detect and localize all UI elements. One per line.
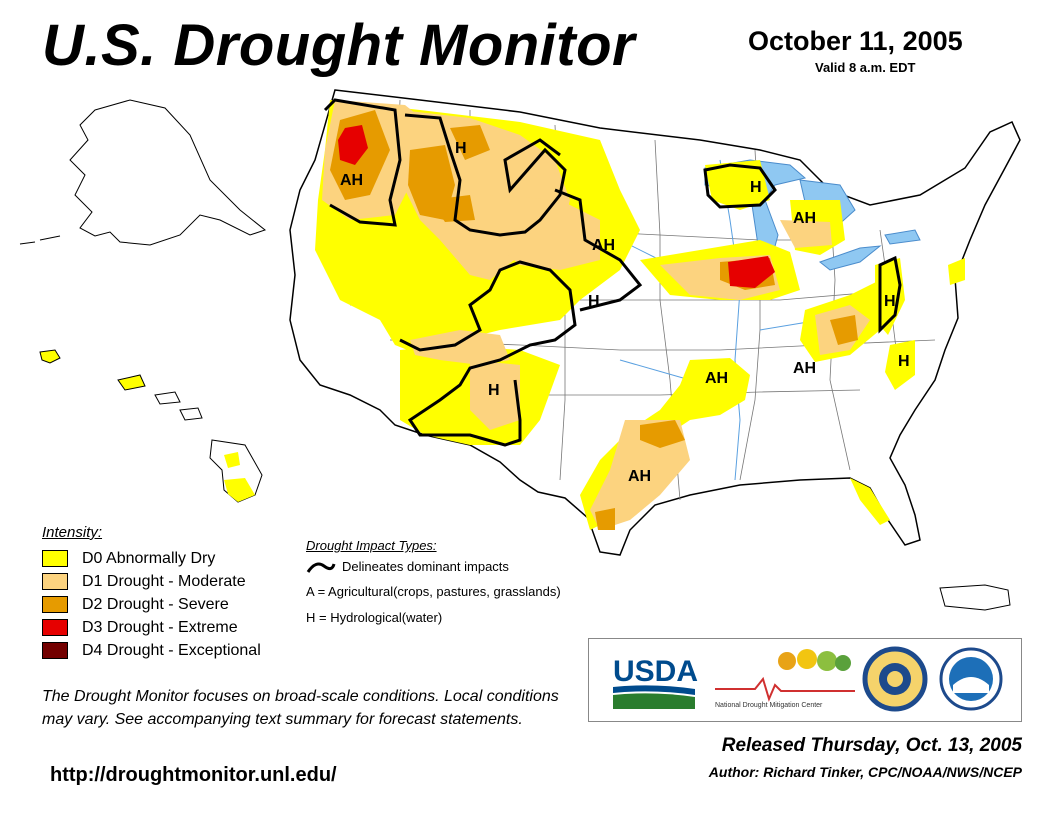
legend-label: D4 Drought - Exceptional: [82, 641, 261, 659]
hawaii-drought-2: [224, 452, 240, 468]
aleutians: [19, 235, 61, 245]
noaa-logo: [939, 647, 1003, 711]
hawaii-island-4: [179, 407, 203, 421]
impacts-title: Drought Impact Types:: [306, 538, 437, 553]
label-h-michigan: H: [750, 179, 762, 196]
ndmc-logo: National Drought Mitigation Center: [715, 649, 855, 709]
agency-logos: USDA National Drought Mitigation Center: [588, 638, 1022, 722]
label-ah-arkansas: AH: [705, 370, 728, 387]
release-date: Released Thursday, Oct. 13, 2005: [721, 735, 1022, 756]
alaska-outline: [69, 99, 267, 246]
label-ah-texas: AH: [628, 468, 651, 485]
lake-erie: [818, 245, 882, 271]
commerce-seal: [862, 646, 928, 712]
drought-map: AH H AH H H AH AH H AH AH H H: [19, 89, 1021, 611]
impact-delineates: Delineates dominant impacts: [342, 559, 509, 574]
swatch-d2: [42, 596, 68, 613]
d3-areas: [338, 125, 775, 288]
intensity-legend: Intensity: D0 Abnormally Dry D1 Drought …: [42, 524, 312, 662]
label-h-arizona: H: [488, 382, 500, 399]
label-h-pennsylvania: H: [884, 293, 896, 310]
label-h-nebraska: H: [588, 293, 600, 310]
legend-label: D2 Drought - Severe: [82, 595, 229, 613]
impact-hydrological: H = Hydrological(water): [306, 609, 443, 625]
legend-item-d0: D0 Abnormally Dry: [42, 547, 312, 570]
swatch-d4: [42, 642, 68, 659]
disclaimer-note: The Drought Monitor focuses on broad-sca…: [42, 688, 559, 729]
usda-wordmark: USDA: [613, 655, 698, 688]
legend-label: D1 Drought - Moderate: [82, 572, 246, 590]
impact-types: Drought Impact Types: Delineates dominan…: [306, 538, 566, 625]
impact-line-icon: [306, 562, 336, 573]
ndmc-wordmark: National Drought Mitigation Center: [715, 702, 823, 709]
label-h-idaho: H: [455, 140, 467, 157]
impact-lines: [323, 98, 902, 447]
logos-strip: USDA National Drought Mitigation Center: [613, 646, 1003, 712]
page-title: U.S. Drought Monitor: [42, 13, 636, 78]
label-ah-dakota: AH: [592, 237, 615, 254]
puerto-rico: [939, 584, 1011, 611]
hawaii-island-3: [154, 391, 181, 405]
swatch-d1: [42, 573, 68, 590]
label-ah-tennessee: AH: [793, 360, 816, 377]
hawaii-island-2: [117, 374, 146, 391]
map-date: October 11, 2005: [748, 26, 963, 56]
valid-time: Valid 8 a.m. EDT: [815, 60, 916, 75]
label-ah-michigan: AH: [793, 210, 816, 227]
impact-agricultural: A = Agricultural(crops, pastures, grassl…: [306, 584, 561, 599]
legend-item-d2: D2 Drought - Severe: [42, 593, 312, 616]
legend-item-d1: D1 Drought - Moderate: [42, 570, 312, 593]
author-credit: Author: Richard Tinker, CPC/NOAA/NWS/NCE…: [708, 764, 1022, 780]
website-url[interactable]: http://droughtmonitor.unl.edu/: [50, 764, 337, 786]
legend-label: D3 Drought - Extreme: [82, 618, 238, 636]
hawaii-drought: [224, 478, 255, 502]
usda-logo: USDA: [613, 655, 698, 709]
swatch-d0: [42, 550, 68, 567]
swatch-d3: [42, 619, 68, 636]
label-ah-oregon: AH: [340, 172, 363, 189]
legend-label: D0 Abnormally Dry: [82, 549, 216, 567]
hawaii-island-1: [39, 349, 61, 364]
label-h-virginia: H: [898, 353, 910, 370]
legend-item-d4: D4 Drought - Exceptional: [42, 639, 312, 662]
lake-ontario: [884, 229, 921, 245]
impact-delineates-row: Delineates dominant impacts: [306, 559, 566, 574]
legend-item-d3: D3 Drought - Extreme: [42, 616, 312, 639]
legend-title: Intensity:: [42, 524, 103, 541]
